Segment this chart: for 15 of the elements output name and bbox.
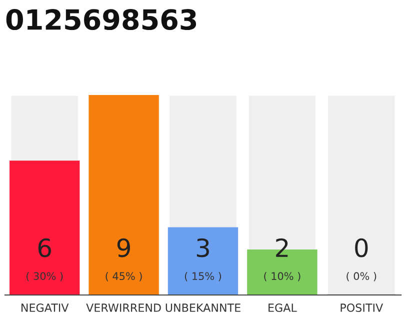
data-label: 0 [355, 238, 368, 258]
x-tick-label: NEGATIV [22, 304, 69, 312]
data-label: 6 [38, 238, 51, 258]
annotation: ( 30% ) [26, 272, 63, 282]
annotation: ( 0% ) [346, 272, 376, 282]
data-label: 3 [196, 238, 209, 258]
x-tick-label: VERWIRREND [86, 304, 161, 312]
annotation: ( 10% ) [264, 272, 300, 282]
data-label: 9 [117, 238, 130, 258]
x-tick-label: POSITIV [340, 304, 384, 312]
annotation: ( 45% ) [106, 272, 142, 282]
x-tick-label: EGAL [268, 304, 297, 312]
x-tick-label: UNBEKANNTE [166, 304, 240, 312]
chart-title: 0125698563 [6, 9, 196, 30]
annotation: ( 15% ) [184, 272, 222, 282]
